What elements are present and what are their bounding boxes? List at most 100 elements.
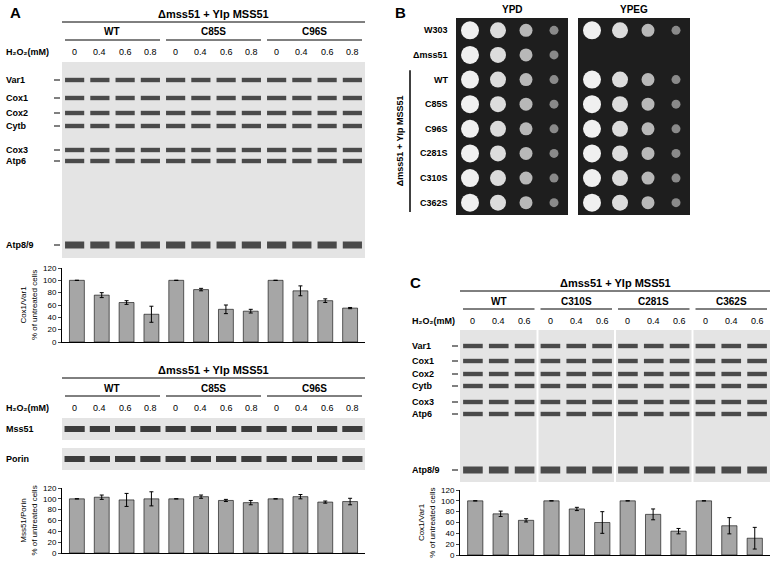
svg-text:C362S: C362S [420, 198, 448, 208]
svg-text:0.6: 0.6 [518, 316, 531, 326]
svg-text:40: 40 [47, 313, 56, 322]
svg-text:0.4: 0.4 [492, 316, 505, 326]
svg-text:Cytb: Cytb [412, 381, 433, 391]
svg-text:0.4: 0.4 [647, 316, 660, 326]
svg-text:0: 0 [173, 403, 178, 413]
svg-text:0.8: 0.8 [346, 403, 359, 413]
svg-text:Mss51/Porin% of untreated cell: Mss51/Porin% of untreated cells [19, 485, 38, 555]
svg-text:0: 0 [274, 403, 279, 413]
svg-text:0: 0 [548, 316, 553, 326]
svg-text:0.8: 0.8 [245, 47, 258, 57]
svg-text:H₂O₂(mM): H₂O₂(mM) [6, 47, 49, 57]
svg-text:C85S: C85S [201, 383, 226, 394]
svg-text:0.6: 0.6 [596, 316, 609, 326]
svg-text:WT: WT [491, 296, 507, 307]
svg-text:C96S: C96S [425, 124, 448, 134]
svg-text:0.4: 0.4 [194, 403, 207, 413]
svg-text:Var1: Var1 [6, 75, 25, 85]
svg-text:0: 0 [274, 47, 279, 57]
svg-text:0: 0 [625, 316, 630, 326]
svg-text:H₂O₂(mM): H₂O₂(mM) [6, 403, 49, 413]
svg-text:60: 60 [47, 516, 56, 525]
svg-text:0.8: 0.8 [144, 403, 157, 413]
svg-text:60: 60 [47, 301, 56, 310]
svg-text:0.6: 0.6 [321, 47, 334, 57]
svg-text:120: 120 [43, 484, 57, 493]
svg-text:0.6: 0.6 [119, 403, 132, 413]
svg-text:0.6: 0.6 [119, 47, 132, 57]
svg-text:C362S: C362S [716, 296, 747, 307]
svg-text:H₂O₂(mM): H₂O₂(mM) [412, 316, 455, 326]
svg-text:C96S: C96S [302, 383, 327, 394]
svg-text:0: 0 [72, 47, 77, 57]
svg-text:80: 80 [445, 507, 454, 516]
svg-text:20: 20 [47, 538, 56, 547]
svg-text:0: 0 [72, 403, 77, 413]
svg-text:WT: WT [104, 383, 120, 394]
svg-text:0.8: 0.8 [144, 47, 157, 57]
svg-text:Cox1/Var1% of untreated cells: Cox1/Var1% of untreated cells [19, 270, 38, 340]
svg-text:0: 0 [52, 549, 57, 558]
svg-text:Atp8/9: Atp8/9 [6, 240, 34, 250]
svg-text:Cytb: Cytb [6, 121, 27, 131]
svg-text:Cox2: Cox2 [412, 369, 434, 379]
svg-text:Cox3: Cox3 [6, 145, 28, 155]
svg-text:Δmss51 + YIp MSS51: Δmss51 + YIp MSS51 [158, 364, 269, 376]
svg-text:Atp8/9: Atp8/9 [412, 465, 440, 475]
svg-text:YPD: YPD [502, 4, 523, 15]
svg-text:40: 40 [47, 527, 56, 536]
svg-text:0.4: 0.4 [570, 316, 583, 326]
svg-text:100: 100 [43, 276, 57, 285]
svg-text:0.4: 0.4 [295, 403, 308, 413]
svg-text:W303: W303 [424, 25, 448, 35]
svg-text:Var1: Var1 [412, 341, 431, 351]
svg-text:0.4: 0.4 [93, 47, 106, 57]
svg-text:Cox1/Var1% of untreated cells: Cox1/Var1% of untreated cells [417, 487, 436, 557]
svg-text:80: 80 [47, 505, 56, 514]
svg-text:120: 120 [43, 264, 57, 273]
svg-text:Δmss51: Δmss51 [413, 50, 448, 60]
svg-text:Δmss51 + YIp MSS51: Δmss51 + YIp MSS51 [158, 8, 269, 20]
svg-text:C281S: C281S [638, 296, 669, 307]
svg-text:0: 0 [470, 316, 475, 326]
svg-text:Cox1: Cox1 [6, 93, 28, 103]
svg-text:0.6: 0.6 [220, 47, 233, 57]
svg-text:0.6: 0.6 [220, 403, 233, 413]
svg-text:0.4: 0.4 [194, 47, 207, 57]
svg-text:0: 0 [173, 47, 178, 57]
svg-text:0.6: 0.6 [673, 316, 686, 326]
svg-text:A: A [10, 4, 21, 21]
svg-text:120: 120 [441, 486, 455, 495]
svg-text:0.6: 0.6 [321, 403, 334, 413]
svg-text:Atp6: Atp6 [412, 409, 432, 419]
svg-text:C310S: C310S [561, 296, 592, 307]
svg-text:C281S: C281S [420, 148, 448, 158]
svg-text:Cox2: Cox2 [6, 108, 28, 118]
svg-text:0: 0 [52, 338, 57, 347]
svg-text:0.4: 0.4 [93, 403, 106, 413]
svg-text:Cox1: Cox1 [412, 356, 434, 366]
svg-text:100: 100 [43, 495, 57, 504]
svg-text:0: 0 [450, 551, 455, 560]
svg-text:40: 40 [445, 529, 454, 538]
svg-text:80: 80 [47, 288, 56, 297]
svg-text:60: 60 [445, 518, 454, 527]
svg-text:YPEG: YPEG [620, 4, 648, 15]
svg-text:C: C [410, 274, 421, 291]
svg-text:0: 0 [703, 316, 708, 326]
svg-text:C96S: C96S [302, 26, 327, 37]
svg-text:WT: WT [104, 26, 120, 37]
svg-text:20: 20 [445, 540, 454, 549]
svg-text:Cox3: Cox3 [412, 397, 434, 407]
svg-text:0.6: 0.6 [751, 316, 764, 326]
svg-text:C85S: C85S [425, 99, 448, 109]
svg-text:0.8: 0.8 [346, 47, 359, 57]
svg-text:B: B [395, 4, 406, 21]
svg-text:20: 20 [47, 325, 56, 334]
svg-text:Porin: Porin [6, 454, 29, 464]
svg-text:C310S: C310S [420, 173, 448, 183]
svg-text:WT: WT [434, 75, 448, 85]
svg-text:Mss51: Mss51 [6, 424, 34, 434]
svg-text:Δmss51 + YIp MSS51: Δmss51 + YIp MSS51 [395, 96, 405, 187]
svg-text:100: 100 [441, 497, 455, 506]
